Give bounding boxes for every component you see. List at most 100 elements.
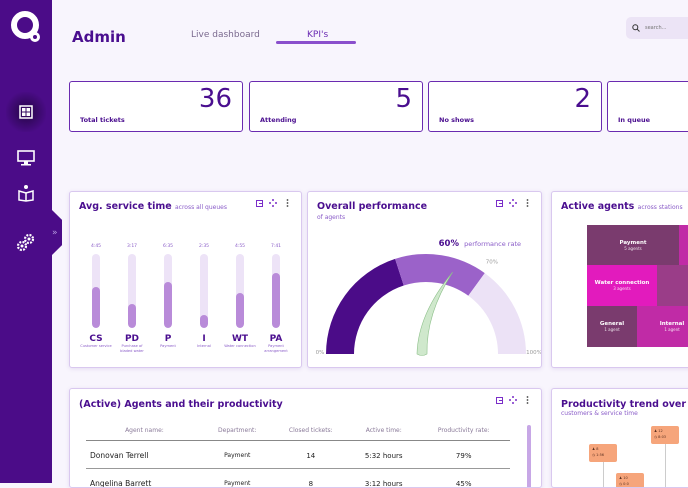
card-title: Avg. service time across all queues [79, 201, 227, 212]
column-header[interactable]: Active time: [350, 422, 417, 441]
bar-category-label: I [192, 334, 216, 344]
export-icon [496, 200, 503, 207]
trend-service-time: ◷ 0:0 [619, 481, 641, 487]
more-options-button[interactable] [283, 199, 291, 207]
agents-productivity-card: (Active) Agents and their productivity A… [69, 388, 542, 488]
bar-value-label: 6:35 [156, 244, 180, 252]
bar-value-label: 4:45 [84, 244, 108, 252]
overall-performance-card: Overall performance of agents 60% perfor… [307, 191, 542, 368]
bar [236, 293, 244, 328]
department: Payment [203, 469, 272, 488]
bar-track [200, 254, 208, 328]
performance-gauge: 0%40%70%100% [308, 252, 542, 367]
search-input[interactable] [645, 25, 685, 31]
export-button[interactable] [495, 396, 503, 404]
expand-button[interactable] [269, 199, 277, 207]
gauge-band-0 [326, 259, 404, 354]
card-toolbar [495, 199, 531, 207]
active-tab-indicator [276, 41, 356, 44]
active-time: 3:12 hours [350, 469, 417, 488]
bar-category-description: Payment [151, 344, 185, 349]
card-toolbar [495, 396, 531, 404]
tab-live-dashboard[interactable]: Live dashboard [191, 30, 260, 40]
table-header-row: Agent name: Department: Closed tickets: … [86, 422, 510, 441]
treemap-cell-cust[interactable]: Cust [657, 265, 688, 306]
active-time: 5:32 hours [350, 441, 417, 469]
kpi-value: 5 [395, 84, 412, 114]
department: Payment [203, 441, 272, 469]
bar-category-description: Payment arrangement [259, 344, 293, 354]
kebab-menu-icon [286, 199, 289, 207]
card-title: Overall performance [317, 201, 427, 212]
bar-category-label: CS [84, 334, 108, 344]
performance-rate: 60% performance rate [439, 231, 521, 250]
reader-icon [18, 184, 34, 202]
export-button[interactable] [495, 199, 503, 207]
kpi-label: No shows [439, 116, 474, 124]
export-button[interactable] [255, 199, 263, 207]
bar-value-label: 7:41 [264, 244, 288, 252]
more-options-button[interactable] [523, 199, 531, 207]
expand-icon [509, 396, 517, 404]
treemap-cell[interactable] [679, 225, 688, 265]
search-box[interactable] [626, 17, 688, 39]
expand-button[interactable] [509, 396, 517, 404]
table-row[interactable]: Donovan Terrell Payment 14 5:32 hours 79… [86, 441, 510, 469]
sidebar-item-monitor[interactable] [12, 144, 40, 172]
trend-tooltip[interactable]: ♟ 12◷ 8:03 [651, 426, 679, 444]
closed-tickets: 14 [272, 441, 351, 469]
monitor-icon [17, 150, 35, 166]
bar [128, 304, 136, 328]
dashboard-grid-icon [19, 105, 33, 119]
column-header[interactable]: Agent name: [86, 422, 203, 441]
column-header[interactable]: Department: [203, 422, 272, 441]
bar-track [92, 254, 100, 328]
search-icon [632, 24, 640, 32]
bar-track [128, 254, 136, 328]
kpi-label: In queue [618, 116, 650, 124]
sidebar-item-reader[interactable] [12, 179, 40, 207]
export-icon [496, 397, 503, 404]
bar-category-description: Customer service [79, 344, 113, 349]
trend-tooltip[interactable]: ♟ 10◷ 0:0 [616, 473, 644, 488]
kpi-value: 2 [574, 84, 591, 114]
sidebar-item-dashboard[interactable] [6, 92, 46, 132]
agents-table: Agent name: Department: Closed tickets: … [86, 422, 510, 488]
kebab-menu-icon [526, 396, 529, 404]
trend-tooltip[interactable]: ♟ 8◷ 1:56 [589, 444, 617, 462]
bar-category-label: P [156, 334, 180, 344]
settings-gears-icon [16, 232, 36, 252]
kpi-value: 36 [199, 84, 232, 114]
table-row[interactable]: Angelina Barrett Payment 8 3:12 hours 45… [86, 469, 510, 488]
bar-category-description: Purchase of bladed water [115, 344, 149, 354]
bar [92, 287, 100, 328]
sidebar-collapse-toggle[interactable]: » [52, 210, 62, 255]
table-scrollbar[interactable] [527, 425, 531, 488]
sidebar-item-settings[interactable] [12, 228, 40, 256]
more-options-button[interactable] [523, 396, 531, 404]
agent-name: Donovan Terrell [86, 441, 203, 469]
column-header[interactable]: Productivity rate: [417, 422, 510, 441]
page-title: Admin [72, 28, 126, 46]
kpi-card-no-shows: 2 No shows [428, 81, 602, 132]
card-toolbar [255, 199, 291, 207]
logo-icon[interactable] [9, 8, 43, 48]
tab-kpis[interactable]: KPI's [307, 30, 328, 40]
bar-track [272, 254, 280, 328]
bar-value-label: 4:55 [228, 244, 252, 252]
column-header[interactable]: Closed tickets: [272, 422, 351, 441]
expand-button[interactable] [509, 199, 517, 207]
chevron-double-right-icon: » [52, 228, 58, 238]
gauge-tick-label: 70% [486, 259, 498, 265]
